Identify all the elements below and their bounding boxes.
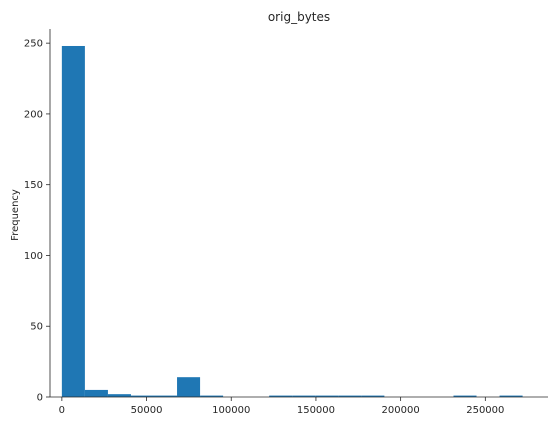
y-tick-label: 250 (24, 39, 43, 50)
x-axis: 0 50000 100000 150000 200000 250000 (50, 397, 548, 416)
histogram-bar (108, 394, 131, 397)
x-tick-label: 150000 (297, 405, 335, 416)
y-tick-label: 150 (24, 180, 43, 191)
y-axis-label: Frequency (10, 189, 21, 241)
y-axis: 0 50 100 150 200 250 (24, 29, 50, 404)
chart-title: orig_bytes (268, 10, 330, 24)
x-tick-label: 250000 (466, 405, 504, 416)
histogram-bar (85, 390, 108, 397)
bars-group (62, 46, 523, 397)
y-tick-label: 200 (24, 109, 43, 120)
histogram-bar (62, 46, 85, 397)
x-tick-label: 50000 (131, 405, 163, 416)
histogram-bar (177, 377, 200, 397)
y-tick-label: 0 (37, 393, 43, 404)
y-tick-label: 100 (24, 251, 43, 262)
y-tick-label: 50 (30, 322, 43, 333)
x-tick-label: 100000 (212, 405, 250, 416)
x-tick-label: 0 (59, 405, 65, 416)
x-tick-label: 200000 (382, 405, 420, 416)
